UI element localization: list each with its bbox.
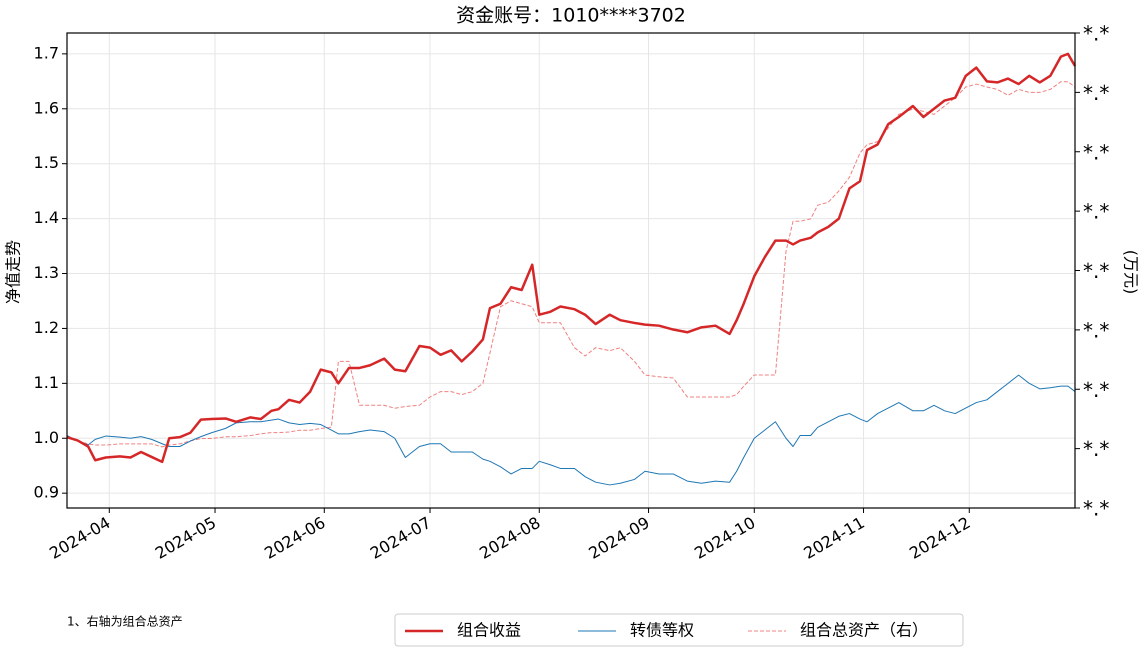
x-tick-label: 2024-10 [691,513,758,563]
legend-label: 组合收益 [457,621,521,640]
y-tick-label: 1.3 [34,263,59,282]
y2-tick-label: *.* [1083,200,1109,224]
y-axis-label: 净值走势 [4,240,23,304]
y2-tick-label: *.* [1083,378,1109,402]
x-tick-label: 2024-12 [906,513,973,563]
y-tick-label: 1.2 [34,318,59,337]
chart-title: 资金账号：1010****3702 [456,5,686,27]
y2-tick-label: *.* [1083,81,1109,105]
y2-tick-label: *.* [1083,497,1109,521]
series-line [66,52,1077,464]
x-tick-label: 2024-06 [261,513,328,563]
footnote: 1、右轴为组合总资产 [67,614,183,629]
legend-box [394,613,964,647]
x-tick-label: 2024-08 [476,513,543,563]
plot-frame [66,32,1076,509]
x-tick-label: 2024-11 [800,513,867,563]
series-line [66,81,1076,448]
y2-tick-label: *.* [1083,140,1109,164]
y2-tick-label: *.* [1083,437,1109,461]
y2-axis-label: (万元) [1122,250,1141,295]
y-tick-label: 1.0 [34,428,59,447]
x-tick-label: 2024-04 [46,513,113,563]
y-tick-label: 1.5 [34,153,59,172]
y2-tick-label: *.* [1083,259,1109,283]
y-tick-label: 1.4 [34,208,59,227]
x-tick-label: 2024-07 [367,513,434,563]
legend-label: 组合总资产（右） [800,621,928,640]
y-tick-label: 1.6 [34,98,59,117]
x-tick-label: 2024-05 [152,513,219,563]
series-line [66,374,1076,486]
y-tick-label: 1.1 [34,373,59,392]
legend-label: 转债等权 [630,621,694,640]
y-tick-label: 1.7 [34,43,59,62]
y-tick-label: 0.9 [34,483,59,502]
y2-tick-label: *.* [1083,22,1109,46]
y2-tick-label: *.* [1083,318,1109,342]
x-tick-label: 2024-09 [585,513,652,563]
